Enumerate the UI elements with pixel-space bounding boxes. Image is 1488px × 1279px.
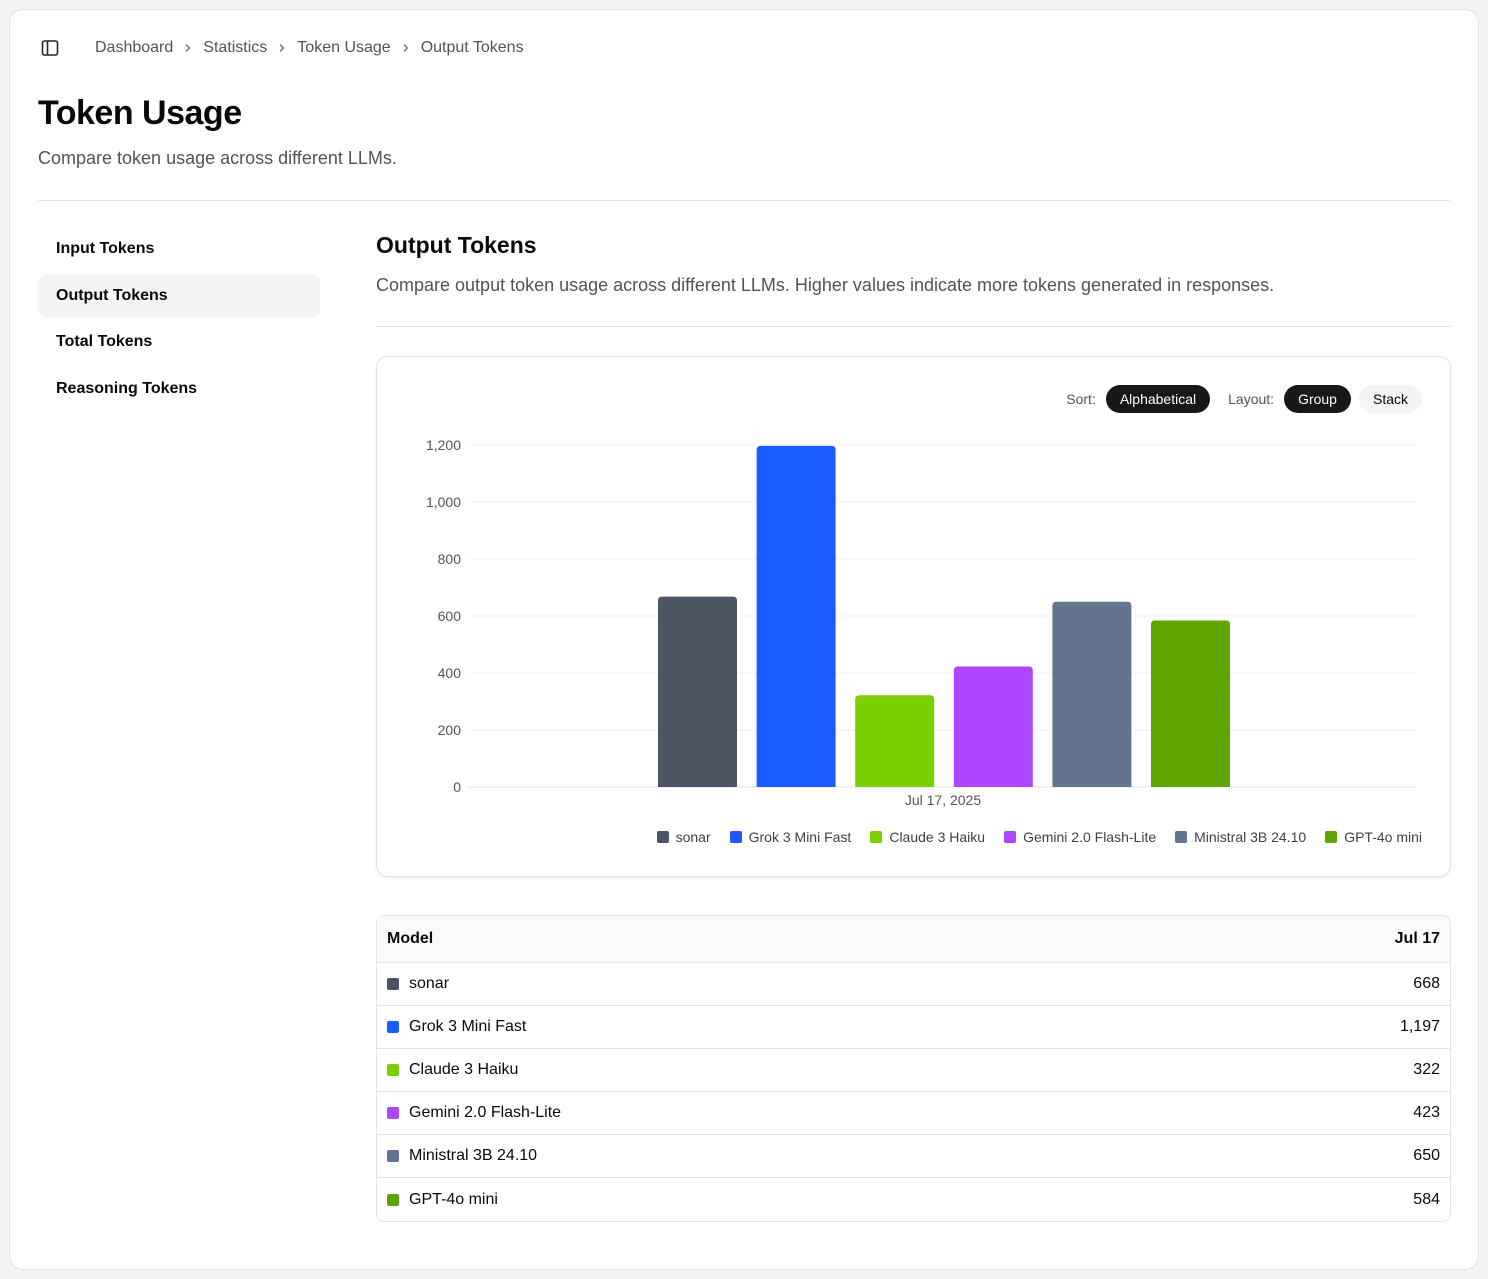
nav-item-reasoning-tokens[interactable]: Reasoning Tokens — [56, 379, 198, 397]
breadcrumb: Dashboard Statistics Token Usage Output … — [95, 39, 524, 57]
legend-swatch — [870, 831, 883, 843]
cell-model: GPT-4o mini — [387, 1191, 498, 1209]
legend-item[interactable]: Claude 3 Haiku — [870, 829, 985, 845]
legend-label: Ministral 3B 24.10 — [1194, 829, 1307, 845]
breadcrumb-output-tokens: Output Tokens — [420, 39, 524, 56]
legend-label: Claude 3 Haiku — [889, 829, 986, 845]
model-name: Gemini 2.0 Flash-Lite — [409, 1104, 562, 1121]
side-nav: Input Tokens Output Tokens Total Tokens … — [38, 228, 320, 414]
cell-value: 650 — [1413, 1147, 1440, 1164]
bar-gpt-4o-mini[interactable] — [1151, 620, 1230, 787]
nav-item-output-tokens[interactable]: Output Tokens — [38, 274, 320, 317]
cell-value: 423 — [1413, 1104, 1440, 1121]
chart-controls: Sort: Alphabetical Layout: Group Stack — [1066, 385, 1422, 413]
cell-model: Grok 3 Mini Fast — [387, 1018, 526, 1036]
legend-swatch — [729, 831, 742, 843]
table-header: Model Jul 17 — [377, 916, 1450, 963]
layout-label: Layout: — [1228, 391, 1275, 407]
table-row: GPT-4o mini 584 — [377, 1178, 1450, 1221]
main-content: Output Tokens Compare output token usage… — [376, 232, 1451, 1222]
header-divider — [38, 200, 1450, 201]
page-subtitle: Compare token usage across different LLM… — [38, 148, 397, 168]
bar-gemini-2-0-flash-lite[interactable] — [953, 666, 1033, 787]
table-row: Gemini 2.0 Flash-Lite 423 — [377, 1092, 1450, 1135]
cell-model: sonar — [387, 975, 449, 993]
legend-item[interactable]: Ministral 3B 24.10 — [1175, 829, 1306, 845]
bar-ministral-3b-24-10[interactable] — [1052, 601, 1132, 787]
color-swatch — [387, 978, 399, 990]
legend-label: GPT-4o mini — [1344, 829, 1422, 845]
layout-group-button[interactable]: Group — [1284, 385, 1351, 413]
legend-swatch — [1004, 831, 1017, 843]
model-name: sonar — [409, 975, 450, 992]
legend-item[interactable]: Gemini 2.0 Flash-Lite — [1004, 829, 1156, 845]
color-swatch — [387, 1193, 399, 1206]
legend-swatch — [656, 831, 669, 843]
color-swatch — [387, 1021, 399, 1033]
cell-value: 668 — [1413, 975, 1440, 992]
legend-label: Grok 3 Mini Fast — [748, 829, 852, 845]
breadcrumb-dashboard[interactable]: Dashboard — [95, 39, 174, 56]
sort-label: Sort: — [1066, 391, 1096, 407]
model-name: Grok 3 Mini Fast — [409, 1018, 527, 1035]
nav-item-input-tokens[interactable]: Input Tokens — [56, 240, 155, 257]
legend-item[interactable]: GPT-4o mini — [1325, 829, 1422, 845]
legend-swatch — [1325, 831, 1338, 843]
y-tick-label: 0 — [453, 779, 461, 795]
cell-model: Ministral 3B 24.10 — [387, 1147, 537, 1165]
y-tick-label: 200 — [438, 722, 462, 738]
header-model: Model — [387, 930, 434, 947]
color-swatch — [387, 1150, 399, 1162]
chevron-right-icon — [173, 43, 203, 53]
legend-item[interactable]: sonar — [656, 829, 711, 845]
sort-button[interactable]: Alphabetical — [1105, 385, 1211, 413]
legend-label: sonar — [675, 829, 711, 845]
data-table: Model Jul 17 sonar 668 Grok 3 Mini Fast 1,1… — [376, 915, 1451, 1222]
legend-label: Gemini 2.0 Flash-Lite — [1023, 829, 1157, 845]
color-swatch — [387, 1107, 399, 1119]
section-description: Compare output token usage across differ… — [376, 275, 1275, 295]
model-name: Claude 3 Haiku — [409, 1061, 519, 1078]
table-row: sonar 668 — [377, 963, 1450, 1006]
y-tick-label: 1,200 — [426, 437, 461, 453]
chart-legend: sonar Grok 3 Mini Fast Claude 3 Haiku Gemin… — [638, 829, 1422, 845]
breadcrumb-statistics[interactable]: Statistics — [203, 39, 268, 56]
table-row: Grok 3 Mini Fast 1,197 — [377, 1006, 1450, 1049]
cell-model: Claude 3 Haiku — [387, 1061, 518, 1079]
cell-value: 1,197 — [1399, 1018, 1440, 1035]
model-name: GPT-4o mini — [409, 1190, 498, 1208]
y-tick-label: 600 — [438, 608, 462, 624]
nav-item-total-tokens[interactable]: Total Tokens — [56, 333, 153, 350]
bar-claude-3-haiku[interactable] — [855, 695, 935, 787]
y-tick-label: 400 — [438, 665, 462, 681]
bar-sonar[interactable] — [658, 596, 737, 787]
y-tick-label: 1,000 — [426, 494, 461, 510]
sidebar-toggle-icon[interactable] — [38, 36, 62, 60]
top-bar: Dashboard Statistics Token Usage Output … — [38, 36, 524, 60]
cell-model: Gemini 2.0 Flash-Lite — [387, 1104, 561, 1122]
cell-value: 584 — [1413, 1190, 1440, 1208]
y-tick-label: 800 — [438, 551, 462, 567]
chevron-right-icon — [267, 43, 297, 53]
color-swatch — [387, 1064, 399, 1076]
x-tick-label: Jul 17, 2025 — [905, 792, 981, 808]
table-row: Ministral 3B 24.10 650 — [377, 1135, 1450, 1178]
layout-stack-button[interactable]: Stack — [1358, 385, 1422, 413]
legend-swatch — [1175, 831, 1188, 843]
cell-value: 322 — [1413, 1061, 1440, 1078]
page-title: Token Usage — [38, 94, 242, 132]
model-name: Ministral 3B 24.10 — [409, 1147, 538, 1164]
app-window: Dashboard Statistics Token Usage Output … — [9, 9, 1479, 1270]
header-date: Jul 17 — [1394, 930, 1440, 947]
bar-chart: 0 200 400 600 800 1,000 1,200 Jul 17, 2025 — [426, 437, 1417, 808]
section-title: Output Tokens — [376, 232, 537, 258]
chart-card: 0 200 400 600 800 1,000 1,200 Jul 17, 2025 Sort… — [376, 356, 1451, 877]
chevron-right-icon — [391, 43, 421, 53]
table-row: Claude 3 Haiku 322 — [377, 1049, 1450, 1092]
breadcrumb-token-usage[interactable]: Token Usage — [297, 39, 391, 56]
bar-grok-3-mini-fast[interactable] — [756, 445, 836, 787]
legend-item[interactable]: Grok 3 Mini Fast — [729, 829, 852, 845]
section-divider — [376, 326, 1451, 327]
